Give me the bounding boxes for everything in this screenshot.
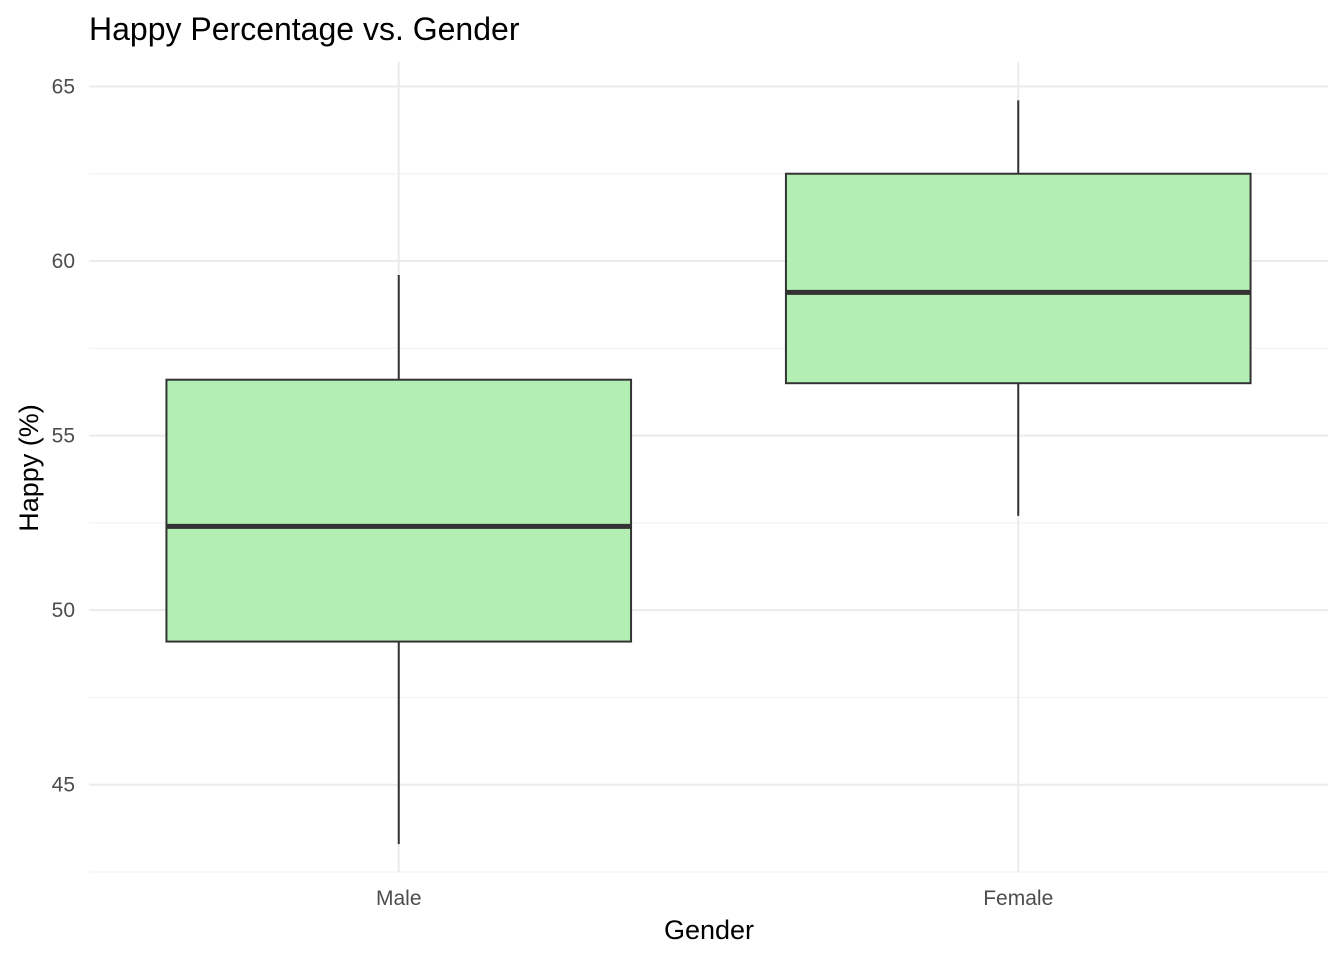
y-axis-title: Happy (%) <box>14 404 44 532</box>
tick-layer: 45 50 55 60 65 Male Female <box>52 75 1054 910</box>
x-axis-title: Gender <box>664 915 754 945</box>
y-tick-label: 60 <box>52 250 75 273</box>
box-female <box>784 100 1252 516</box>
x-tick-label: Female <box>983 887 1053 910</box>
box-layer <box>165 100 1252 845</box>
x-tick-label: Male <box>376 887 422 910</box>
y-tick-label: 65 <box>52 75 75 98</box>
iqr-box <box>165 378 633 643</box>
chart-title: Happy Percentage vs. Gender <box>89 11 520 47</box>
iqr-box <box>784 172 1252 385</box>
y-tick-label: 55 <box>52 425 75 448</box>
y-tick-label: 50 <box>52 599 75 622</box>
box-male <box>165 274 633 845</box>
y-tick-label: 45 <box>52 774 75 797</box>
